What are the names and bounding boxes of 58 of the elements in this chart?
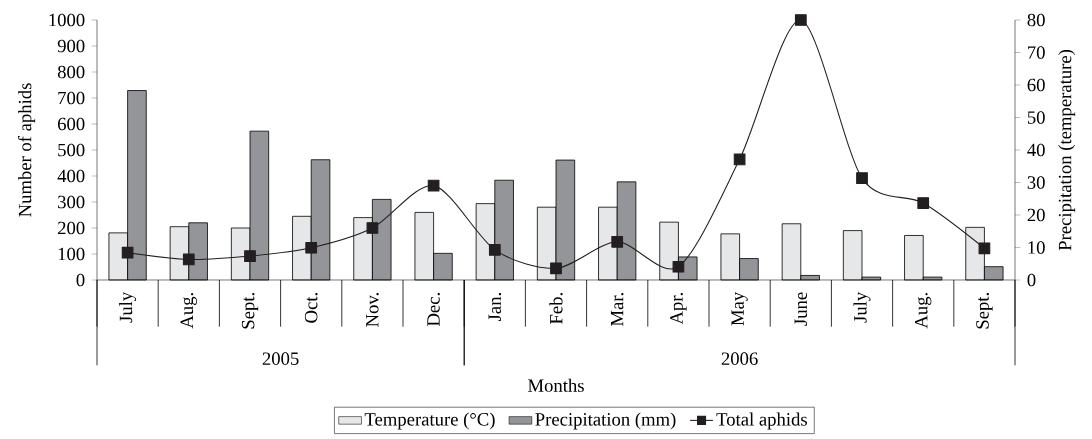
point [917, 197, 930, 209]
point [366, 222, 379, 234]
x-tick-label: Aug. [915, 293, 932, 329]
x-tick-label: Apr. [670, 293, 687, 325]
y-tick-label: 800 [57, 65, 85, 79]
x-tick-label: Jan. [488, 293, 502, 321]
y2-tick-label: 0 [1027, 273, 1036, 287]
y2-tick-label: 60 [1027, 78, 1045, 92]
x-tick-label: Feb. [549, 293, 563, 324]
legend-label: Precipitation (mm) [535, 412, 676, 430]
y2-tick-label: 50 [1027, 111, 1045, 124]
point [427, 179, 440, 192]
point [182, 253, 195, 266]
legend-label: Temperature (°C) [364, 412, 495, 430]
text: 2005 [262, 352, 299, 365]
point [121, 246, 134, 259]
point [733, 153, 746, 166]
y-tick-label: 100 [58, 247, 85, 261]
x-axis-title: Months [528, 378, 584, 392]
point [244, 250, 256, 262]
y-tick-label: 1000 [49, 13, 85, 27]
y-tick-label: 300 [58, 195, 85, 209]
y-tick-label: 500 [58, 143, 85, 157]
y2-tick-label: 40 [1027, 143, 1045, 157]
x-tick-label: Mar. [610, 293, 624, 327]
x-tick-label: Oct. [304, 293, 318, 323]
y2-tick-label: 80 [1027, 13, 1045, 27]
y-tick-label: 700 [58, 91, 85, 105]
x-tick-label: Dec. [427, 293, 440, 326]
y-tick-label: 0 [76, 273, 85, 287]
point [978, 242, 991, 255]
x-tick-label: Aug. [180, 293, 197, 329]
point [672, 260, 685, 273]
x-tick-label: Sept. [241, 293, 259, 329]
legend-label: Total aphids [716, 412, 807, 430]
y2-tick-label: 70 [1028, 46, 1045, 59]
x-tick-label: Nov. [366, 293, 379, 327]
y-axis-title: Number of aphids [18, 83, 36, 217]
x-tick-label: June [794, 292, 808, 326]
point [611, 235, 624, 248]
y-tick-label: 200 [57, 221, 85, 235]
x-tick-label: July [853, 291, 871, 323]
point [305, 241, 318, 254]
y2-tick-label: 10 [1028, 241, 1045, 254]
text: 2006 [721, 352, 758, 365]
point [550, 262, 562, 275]
y-tick-label: 600 [57, 117, 85, 131]
point [856, 172, 868, 184]
x-tick-label: Sept. [976, 293, 993, 329]
y2-tick-label: 20 [1027, 208, 1045, 222]
x-tick-label: May [731, 291, 748, 326]
x-tick-label: July [119, 291, 137, 323]
y-tick-label: 900 [57, 39, 85, 53]
point [488, 243, 501, 256]
y-tick-label: 400 [57, 169, 85, 183]
point [794, 14, 807, 26]
y2-axis-title: Precipitation (temperature) [1058, 49, 1076, 251]
y2-tick-label: 30 [1027, 176, 1045, 189]
